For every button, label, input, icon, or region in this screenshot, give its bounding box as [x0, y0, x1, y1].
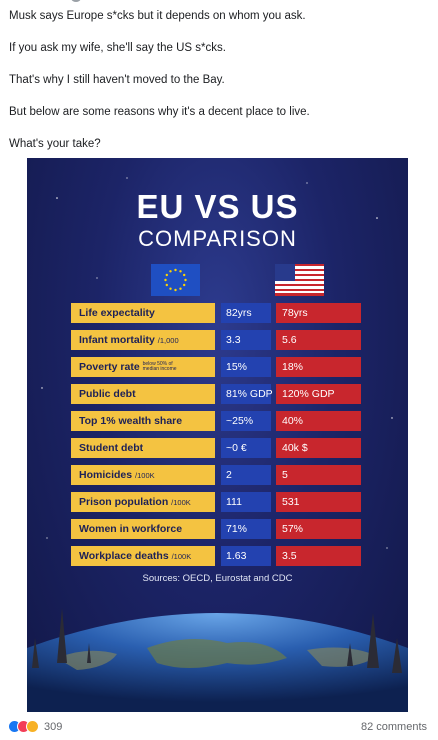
- us-flag-icon: [275, 264, 324, 296]
- reaction-count[interactable]: 309: [44, 721, 63, 733]
- table-row: Women in workforce 71% 57%: [71, 519, 361, 539]
- infographic-image[interactable]: EU VS US COMPARISON Life expectality 82y…: [27, 158, 408, 712]
- post-footer: 309 82 comments: [0, 712, 438, 740]
- eu-value: 3.3: [221, 330, 271, 350]
- sources-caption: Sources: OECD, Eurostat and CDC: [142, 573, 293, 584]
- us-value: 57%: [276, 519, 361, 539]
- infographic-title: EU VS US: [136, 188, 299, 225]
- row-label: Women in workforce: [71, 519, 215, 539]
- eu-value: 2: [221, 465, 271, 485]
- table-row: Poverty rate below 50% of median income …: [71, 357, 361, 377]
- infographic-subtitle: COMPARISON: [138, 226, 297, 251]
- eu-value: 82yrs: [221, 303, 271, 323]
- us-value: 3.5: [276, 546, 361, 566]
- post-line-2: If you ask my wife, she'll say the US s*…: [9, 42, 226, 54]
- row-label: Life expectality: [71, 303, 215, 323]
- table-row: Top 1% wealth share ~25% 40%: [71, 411, 361, 431]
- us-value: 18%: [276, 357, 361, 377]
- us-value: 5.6: [276, 330, 361, 350]
- eu-value: 1.63: [221, 546, 271, 566]
- post-line-1: Musk says Europe s*cks but it depends on…: [9, 10, 306, 22]
- eu-value: ~0 €: [221, 438, 271, 458]
- haha-icon: [26, 720, 39, 733]
- table-row: Homicides /100K 2 5: [71, 465, 361, 485]
- row-label: Infant mortality /1,000: [71, 330, 215, 350]
- post-line-4: But below are some reasons why it's a de…: [9, 106, 310, 118]
- row-label: Public debt: [71, 384, 215, 404]
- post-line-3: That's why I still haven't moved to the …: [9, 74, 225, 86]
- table-row: Life expectality 82yrs 78yrs: [71, 303, 361, 323]
- eu-value: 81% GDP: [221, 384, 273, 404]
- eu-value: 71%: [221, 519, 271, 539]
- eu-value: 111: [221, 492, 271, 512]
- us-value: 531: [276, 492, 361, 512]
- eu-flag-icon: [151, 264, 200, 296]
- eu-value: 15%: [221, 357, 271, 377]
- post-line-5: What's your take?: [9, 138, 101, 150]
- us-value: 40%: [276, 411, 361, 431]
- us-value: 5: [276, 465, 361, 485]
- table-row: Workplace deaths /100K 1.63 3.5: [71, 546, 361, 566]
- us-value: 40k $: [276, 438, 361, 458]
- row-label: Top 1% wealth share: [71, 411, 215, 431]
- row-label: Homicides /100K: [71, 465, 215, 485]
- table-row: Prison population /100K 111 531: [71, 492, 361, 512]
- table-row: Public debt 81% GDP 120% GDP: [71, 384, 361, 404]
- avatar[interactable]: [71, 0, 81, 2]
- earth-landmarks-illustration: [27, 608, 408, 712]
- row-label: Workplace deaths /100K: [71, 546, 215, 566]
- row-label: Poverty rate below 50% of median income: [71, 357, 215, 377]
- table-row: Infant mortality /1,000 3.3 5.6: [71, 330, 361, 350]
- row-label: Prison population /100K: [71, 492, 215, 512]
- table-row: Student debt ~0 € 40k $: [71, 438, 361, 458]
- comments-link[interactable]: 82 comments: [360, 721, 427, 733]
- eu-value: ~25%: [221, 411, 271, 431]
- us-value: 78yrs: [276, 303, 361, 323]
- us-value: 120% GDP: [276, 384, 361, 404]
- row-label: Student debt: [71, 438, 215, 458]
